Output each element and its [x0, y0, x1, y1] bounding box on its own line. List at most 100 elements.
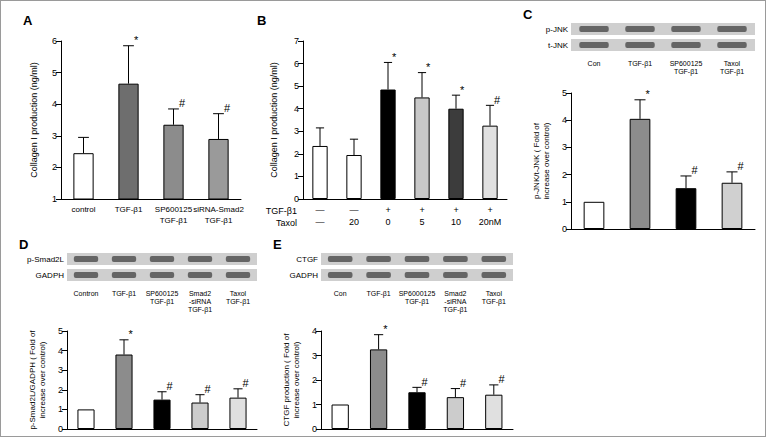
svg-text:TaxolTGF-β1: TaxolTGF-β1 — [720, 60, 744, 76]
html-text:B: B — [257, 13, 267, 28]
svg-text:#: # — [224, 102, 231, 114]
svg-text:5: 5 — [294, 81, 299, 91]
svg-text:5: 5 — [58, 326, 63, 336]
svg-text:0: 0 — [385, 217, 390, 227]
svg-text:20nM: 20nM — [479, 217, 502, 227]
svg-text:0: 0 — [312, 424, 317, 434]
svg-text:p-JNK: p-JNK — [546, 25, 569, 34]
svg-text:Con: Con — [588, 60, 601, 67]
svg-text:#: # — [243, 377, 250, 389]
svg-text:—: — — [350, 205, 359, 215]
svg-text:0: 0 — [294, 194, 299, 204]
svg-text:CTGF production ( Fold of: CTGF production ( Fold of — [282, 333, 291, 427]
html-text:C: C — [523, 7, 533, 22]
svg-text:1: 1 — [294, 171, 299, 181]
svg-text:0: 0 — [562, 224, 567, 234]
svg-text:*: * — [426, 61, 431, 73]
svg-text:5: 5 — [419, 217, 424, 227]
svg-text:1: 1 — [58, 404, 63, 414]
svg-text:siRNA-Smad2: siRNA-Smad2 — [193, 205, 244, 214]
svg-text:4: 4 — [52, 99, 57, 109]
svg-text:3: 3 — [58, 365, 63, 375]
svg-text:#: # — [692, 164, 699, 176]
svg-text:—: — — [316, 217, 325, 227]
svg-text:#: # — [460, 377, 467, 389]
svg-text:TGF-β1: TGF-β1 — [266, 206, 297, 216]
svg-text:#: # — [167, 380, 174, 392]
svg-text:SP600125TGF-β1: SP600125TGF-β1 — [146, 290, 179, 306]
svg-text:#: # — [498, 373, 505, 385]
svg-text:+: + — [419, 205, 424, 215]
svg-text:TGF-β1: TGF-β1 — [112, 290, 136, 298]
svg-text:+: + — [453, 205, 458, 215]
svg-text:SP6000125TGF-β1: SP6000125TGF-β1 — [399, 290, 436, 306]
svg-text:TGF-β1: TGF-β1 — [115, 205, 143, 214]
svg-text:p-Smad2L/GADPH ( Fold of: p-Smad2L/GADPH ( Fold of — [28, 330, 37, 430]
svg-text:GADPH: GADPH — [36, 271, 65, 280]
svg-text:SP600125: SP600125 — [155, 205, 193, 214]
svg-text:Smad2-siRNATGF-β1: Smad2-siRNATGF-β1 — [188, 290, 212, 314]
svg-text:1: 1 — [562, 197, 567, 207]
svg-text:Taxol: Taxol — [276, 218, 297, 228]
svg-text:t-JNK: t-JNK — [548, 41, 569, 50]
svg-text:increase over control): increase over control) — [542, 122, 551, 199]
svg-text:TaxolTGF-β1: TaxolTGF-β1 — [482, 290, 506, 306]
svg-text:10: 10 — [451, 217, 461, 227]
svg-text:7: 7 — [294, 36, 299, 46]
svg-text:2: 2 — [294, 149, 299, 159]
svg-text:4: 4 — [562, 115, 567, 125]
svg-text:SP600125TGF-β1: SP600125TGF-β1 — [670, 60, 703, 76]
svg-text:#: # — [422, 376, 429, 388]
html-text:A: A — [23, 13, 33, 28]
svg-text:6: 6 — [294, 59, 299, 69]
svg-text:control: control — [71, 205, 95, 214]
svg-text:20: 20 — [349, 217, 359, 227]
svg-text:Con: Con — [334, 290, 347, 297]
svg-text:*: * — [646, 88, 651, 100]
svg-text:4: 4 — [294, 104, 299, 114]
svg-text:Contron: Contron — [74, 290, 99, 297]
svg-text:5: 5 — [562, 88, 567, 98]
svg-text:+: + — [487, 205, 492, 215]
svg-text:*: * — [383, 323, 388, 335]
svg-text:3: 3 — [562, 142, 567, 152]
svg-text:4: 4 — [58, 346, 63, 356]
svg-text:3: 3 — [52, 131, 57, 141]
svg-text:4: 4 — [312, 326, 317, 336]
svg-text:2: 2 — [312, 375, 317, 385]
svg-text:CTGF: CTGF — [296, 255, 318, 264]
svg-text:increase over control): increase over control) — [38, 341, 47, 418]
svg-text:2: 2 — [52, 162, 57, 172]
svg-text:*: * — [129, 328, 134, 340]
svg-text:TGF-β1: TGF-β1 — [160, 216, 188, 225]
svg-text:TaxolTGF-β1: TaxolTGF-β1 — [226, 290, 250, 306]
svg-text:6: 6 — [52, 36, 57, 46]
svg-text:1: 1 — [52, 194, 57, 204]
svg-text:Collagen I production (ng/ml): Collagen I production (ng/ml) — [269, 62, 279, 178]
svg-text:#: # — [494, 94, 501, 106]
svg-text:TGF-β1: TGF-β1 — [205, 216, 233, 225]
svg-text:5: 5 — [52, 68, 57, 78]
svg-text:p-Smad2L: p-Smad2L — [27, 255, 64, 264]
svg-text:#: # — [738, 160, 745, 172]
svg-text:*: * — [392, 51, 397, 63]
svg-text:+: + — [385, 205, 390, 215]
svg-text:TGF-β1: TGF-β1 — [628, 60, 652, 68]
svg-text:GADPH: GADPH — [290, 271, 319, 280]
svg-text:*: * — [134, 34, 139, 46]
svg-text:Collagen I production (ng/ml): Collagen I production (ng/ml) — [29, 62, 39, 178]
svg-text:#: # — [179, 97, 186, 109]
svg-text:3: 3 — [294, 126, 299, 136]
svg-text:—: — — [316, 205, 325, 215]
svg-text:1: 1 — [312, 400, 317, 410]
svg-text:2: 2 — [58, 385, 63, 395]
svg-text:0: 0 — [58, 424, 63, 434]
svg-text:TGF-β1: TGF-β1 — [366, 290, 390, 298]
svg-text:increase over control): increase over control) — [292, 341, 301, 418]
svg-text:3: 3 — [312, 351, 317, 361]
svg-text:2: 2 — [562, 170, 567, 180]
svg-text:p-JNK/t-JNK ( Fold of: p-JNK/t-JNK ( Fold of — [532, 122, 541, 199]
svg-text:Smad2-siRNATGF-β1: Smad2-siRNATGF-β1 — [443, 290, 467, 314]
svg-text:*: * — [460, 84, 465, 96]
svg-text:#: # — [205, 383, 212, 395]
